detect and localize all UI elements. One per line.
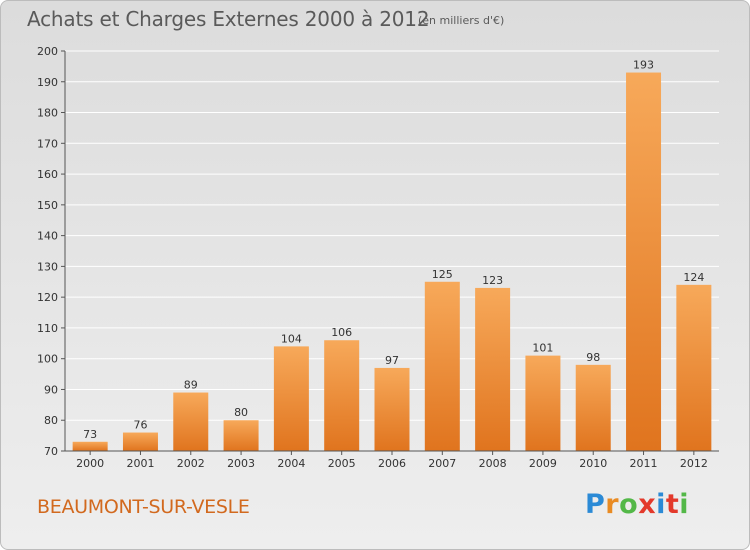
x-tick-label: 2003 — [227, 457, 255, 470]
bar-2003 — [223, 420, 259, 451]
bar-2008 — [475, 287, 511, 451]
data-label: 76 — [133, 419, 147, 432]
bar-2006 — [374, 367, 410, 451]
data-label: 193 — [633, 59, 654, 72]
chart-title: Achats et Charges Externes 2000 à 2012 — [27, 7, 430, 31]
bar-2000 — [72, 441, 108, 451]
x-tick-label: 2012 — [680, 457, 708, 470]
y-tick-label: 90 — [44, 383, 58, 396]
logo-letter: P — [585, 489, 606, 520]
x-tick-label: 2005 — [328, 457, 356, 470]
y-tick-label: 130 — [37, 260, 58, 273]
y-tick-label: 110 — [37, 322, 58, 335]
chart-unit-note: (en milliers d'€) — [418, 14, 505, 27]
data-label: 106 — [331, 326, 352, 339]
y-tick-label: 200 — [37, 45, 58, 58]
y-tick-label: 150 — [37, 199, 58, 212]
logo-letter: x — [638, 489, 657, 520]
bar-2002 — [173, 392, 209, 451]
bar-2004 — [273, 346, 309, 451]
y-tick-label: 170 — [37, 137, 58, 150]
y-tick-label: 190 — [37, 76, 58, 89]
data-label: 97 — [385, 354, 399, 367]
x-tick-label: 2004 — [277, 457, 305, 470]
x-tick-label: 2001 — [126, 457, 154, 470]
bar-2001 — [122, 432, 158, 451]
bar-2005 — [324, 340, 360, 451]
y-tick-label: 160 — [37, 168, 58, 181]
data-label: 123 — [482, 274, 503, 287]
logo-letter: t — [665, 489, 680, 520]
data-label: 98 — [586, 351, 600, 364]
y-tick-label: 70 — [44, 445, 58, 458]
bar-2010 — [575, 364, 611, 451]
x-tick-label: 2010 — [579, 457, 607, 470]
y-tick-label: 80 — [44, 414, 58, 427]
bar-2011 — [626, 72, 662, 452]
x-tick-label: 2008 — [479, 457, 507, 470]
x-tick-label: 2009 — [529, 457, 557, 470]
x-tick-label: 2011 — [630, 457, 658, 470]
data-label: 80 — [234, 406, 248, 419]
bar-2007 — [424, 281, 460, 451]
commune-name: BEAUMONT-SUR-VESLE — [37, 496, 250, 518]
x-tick-label: 2006 — [378, 457, 406, 470]
x-tick-label: 2002 — [177, 457, 205, 470]
y-tick-label: 180 — [37, 107, 58, 120]
logo-letter: r — [605, 489, 620, 520]
bar-2009 — [525, 355, 561, 451]
y-tick-label: 100 — [37, 353, 58, 366]
x-tick-label: 2007 — [428, 457, 456, 470]
logo-letter: i — [679, 489, 690, 520]
data-label: 73 — [83, 428, 97, 441]
data-label: 125 — [432, 268, 453, 281]
data-label: 104 — [281, 332, 302, 345]
x-tick-label: 2000 — [76, 457, 104, 470]
bar-2012 — [676, 284, 712, 451]
y-tick-label: 120 — [37, 291, 58, 304]
logo-letter: i — [656, 489, 666, 520]
data-label: 89 — [184, 379, 198, 392]
data-label: 101 — [532, 342, 553, 355]
proxiti-logo[interactable]: Proxiti — [585, 489, 689, 520]
logo-letter: o — [619, 489, 639, 520]
data-label: 124 — [683, 271, 704, 284]
y-tick-label: 140 — [37, 230, 58, 243]
